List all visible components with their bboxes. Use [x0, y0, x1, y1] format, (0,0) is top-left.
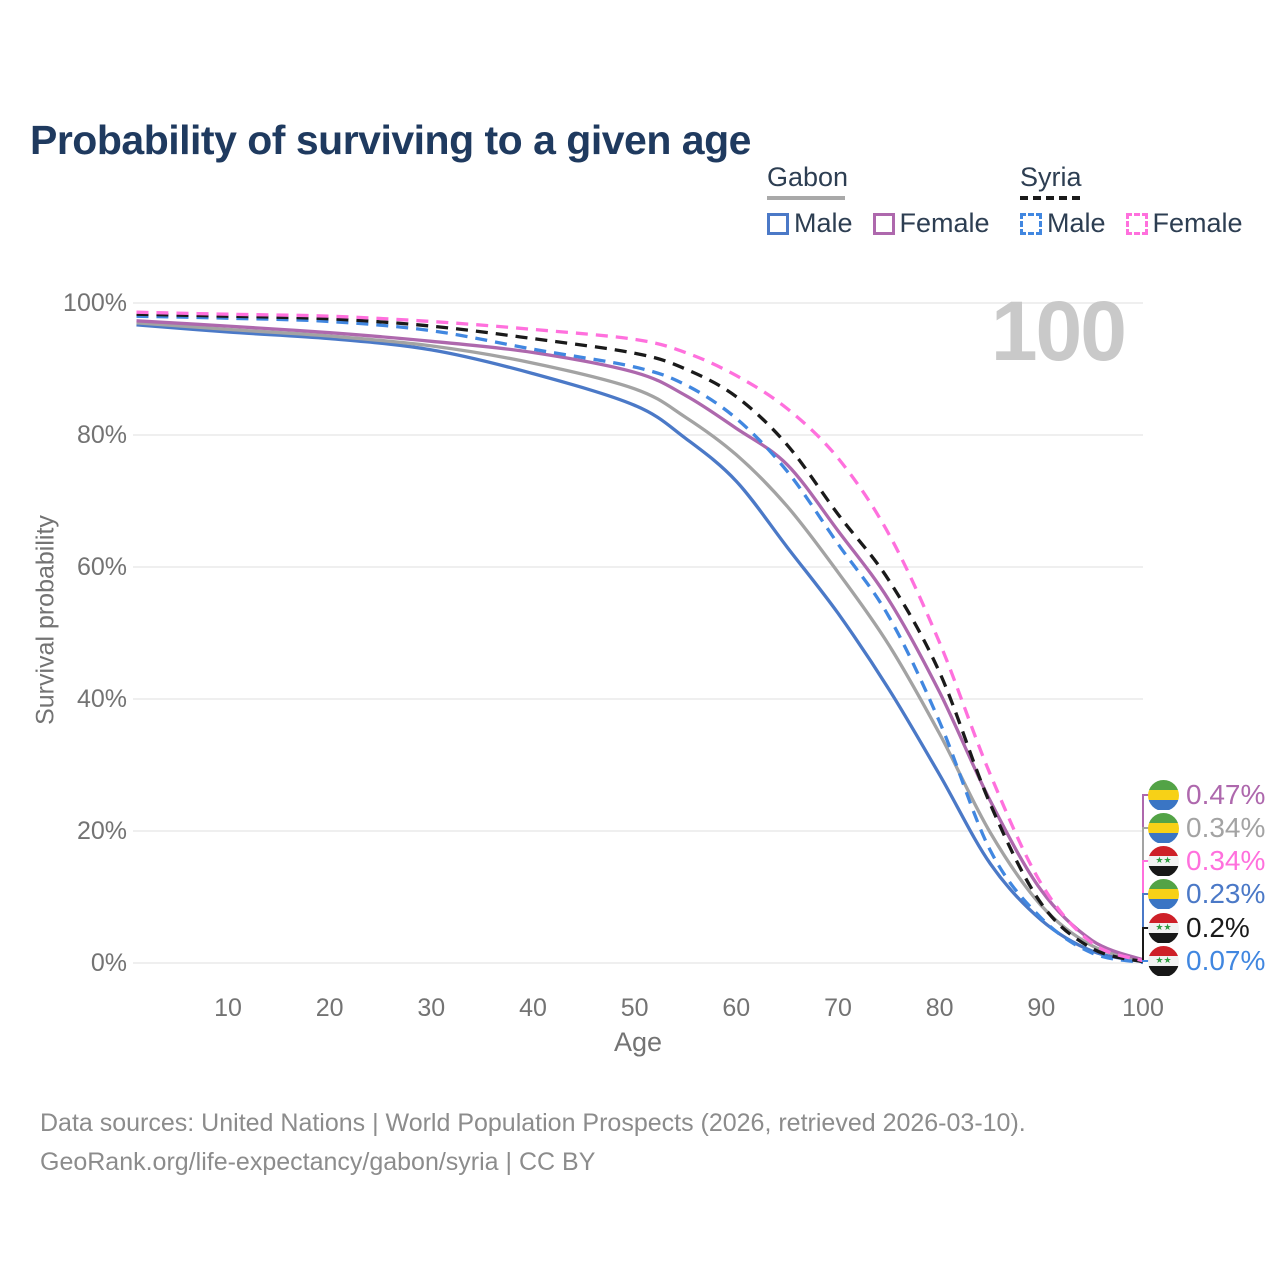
end-label-value: 0.34% — [1186, 812, 1266, 843]
end-label-value: 0.23% — [1186, 878, 1266, 909]
legend-item-syria-male[interactable]: Male — [1020, 208, 1106, 239]
x-axis-title: Age — [613, 1027, 663, 1057]
end-label-value: 0.34% — [1186, 845, 1266, 876]
legend-items-syria: Male Female — [1020, 208, 1243, 239]
end-label-leader — [1142, 960, 1149, 962]
legend-item-syria-female[interactable]: Female — [1125, 208, 1243, 239]
end-label-leader — [1142, 927, 1149, 960]
y-tick-label: 80% — [76, 421, 127, 449]
series-line-gabon-male[interactable] — [136, 323, 1144, 964]
end-label-value: 0.47% — [1186, 779, 1266, 810]
legend-country-gabon[interactable]: Gabon — [767, 162, 849, 192]
series-line-syria-female[interactable] — [136, 310, 1144, 963]
gabon-flag-icon — [1148, 779, 1179, 811]
x-tick-label: 40 — [519, 994, 547, 1022]
end-label-row[interactable]: 0.34% — [1148, 812, 1265, 844]
legend-group-gabon: Gabon Male Female — [767, 162, 990, 239]
y-tick-label: 20% — [76, 817, 127, 845]
gabon-flag-icon — [1148, 878, 1179, 910]
legend-item-label: Male — [794, 208, 853, 238]
x-tick-label: 20 — [315, 994, 344, 1022]
x-tick-label: 30 — [417, 994, 446, 1022]
x-tick-label: 90 — [1027, 994, 1056, 1022]
end-label-row[interactable]: 0.07% — [1148, 945, 1265, 977]
series-line-syria-total[interactable] — [136, 312, 1144, 964]
y-axis-title: Survival probability — [31, 515, 60, 725]
y-tick-label: 0% — [90, 949, 127, 977]
footer-data-sources: Data sources: United Nations | World Pop… — [40, 1109, 1026, 1137]
gabon-flag-icon — [1148, 812, 1179, 844]
y-tick-label: 40% — [76, 685, 127, 713]
series-line-gabon-female[interactable] — [136, 319, 1144, 962]
legend-item-gabon-female[interactable]: Female — [872, 208, 990, 239]
syria-female-swatch-icon — [1125, 212, 1148, 235]
age-counter-watermark: 100 — [990, 284, 1127, 378]
y-tick-label: 60% — [76, 553, 127, 581]
legend-country-syria[interactable]: Syria — [1020, 162, 1082, 192]
legend-item-label: Female — [1152, 208, 1243, 238]
end-label-row[interactable]: 0.34% — [1148, 845, 1265, 877]
x-tick-label: 60 — [722, 994, 751, 1022]
page-title: Probability of surviving to a given age — [30, 117, 751, 164]
footer-attribution: GeoRank.org/life-expectancy/gabon/syria … — [40, 1148, 596, 1176]
end-label-row[interactable]: 0.23% — [1148, 878, 1265, 910]
x-tick-label: 100 — [1122, 994, 1164, 1022]
x-tick-label: 70 — [824, 994, 852, 1022]
series-line-gabon-total[interactable] — [136, 321, 1144, 963]
legend-items-gabon: Male Female — [767, 208, 990, 239]
gabon-male-swatch-icon — [767, 212, 789, 235]
legend-item-gabon-male[interactable]: Male — [767, 208, 853, 239]
gabon-solid-line-icon — [767, 196, 845, 200]
syria-flag-icon — [1148, 945, 1179, 977]
syria-flag-icon — [1148, 845, 1179, 877]
y-tick-label: 100% — [63, 289, 127, 317]
gabon-female-swatch-icon — [872, 212, 895, 235]
syria-male-swatch-icon — [1020, 212, 1042, 235]
legend-item-label: Female — [899, 208, 990, 238]
syria-flag-icon — [1148, 912, 1179, 944]
series-line-syria-male[interactable] — [136, 314, 1144, 965]
x-tick-label: 50 — [620, 994, 649, 1022]
x-tick-label: 10 — [214, 994, 242, 1022]
legend-item-label: Male — [1047, 208, 1106, 238]
syria-dashed-line-icon — [1020, 196, 1080, 200]
end-label-value: 0.07% — [1186, 945, 1266, 976]
end-label-value: 0.2% — [1186, 912, 1250, 943]
end-label-row[interactable]: 0.2% — [1148, 912, 1250, 944]
footer: Data sources: United Nations | World Pop… — [40, 1104, 1026, 1182]
end-label-row[interactable]: 0.47% — [1148, 779, 1265, 811]
legend-group-syria: Syria Male Female — [1020, 162, 1243, 239]
x-tick-label: 80 — [925, 994, 954, 1022]
